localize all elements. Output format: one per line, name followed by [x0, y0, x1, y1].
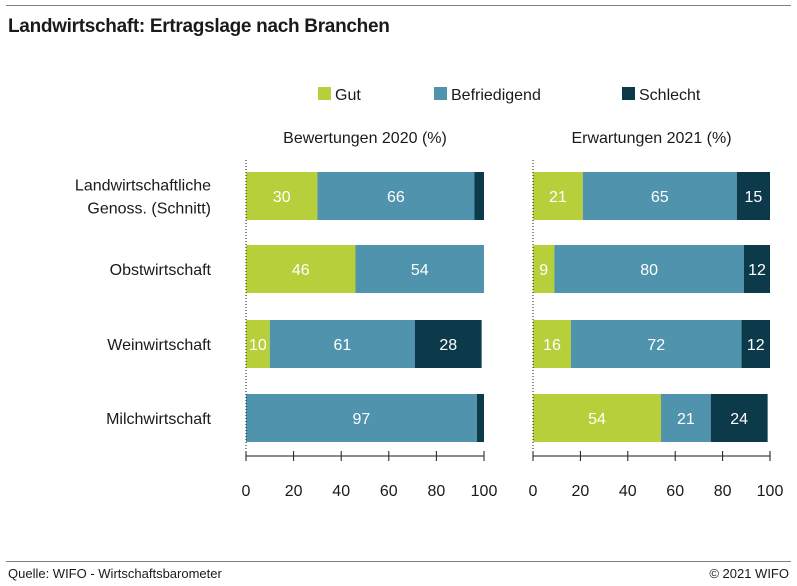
bar-segment — [533, 394, 661, 442]
x-tick-label: 0 — [529, 483, 538, 500]
data-label: 28 — [439, 337, 457, 354]
bar-segment — [269, 320, 415, 368]
data-label: 65 — [651, 189, 669, 206]
bar-segment — [570, 320, 742, 368]
data-label: 54 — [588, 411, 606, 428]
bar-segment — [476, 394, 484, 442]
bar-segment — [246, 320, 270, 368]
x-tick-label: 20 — [572, 483, 590, 500]
bar-segment — [736, 172, 770, 220]
copyright-note: © 2021 WIFO — [709, 566, 789, 581]
chart-title: Landwirtschaft: Ertragslage nach Branche… — [8, 16, 390, 37]
x-tick-label: 100 — [471, 483, 498, 500]
data-label: 24 — [730, 411, 748, 428]
data-label: 80 — [640, 262, 658, 279]
bar-segment — [474, 172, 484, 220]
bottom-rule — [6, 561, 791, 562]
data-label: 30 — [273, 189, 291, 206]
data-label: 16 — [543, 337, 561, 354]
x-tick-label: 60 — [666, 483, 684, 500]
data-label: 97 — [353, 411, 371, 428]
x-tick-label: 60 — [380, 483, 398, 500]
bar-segment — [533, 172, 583, 220]
bar-segment — [246, 245, 356, 293]
x-tick-label: 80 — [428, 483, 446, 500]
data-label: 12 — [747, 337, 765, 354]
data-label: 61 — [333, 337, 351, 354]
x-tick-label: 100 — [757, 483, 784, 500]
data-label: 10 — [249, 337, 267, 354]
bar-segment — [414, 320, 482, 368]
bar-segment — [710, 394, 768, 442]
data-label: 66 — [387, 189, 405, 206]
data-label: 72 — [647, 337, 665, 354]
legend-label-gut: Gut — [335, 87, 361, 104]
category-label: Landwirtschaftliche — [75, 178, 211, 195]
bar-segment — [533, 245, 555, 293]
data-label: 54 — [411, 262, 429, 279]
data-label: 15 — [745, 189, 763, 206]
bar-segment — [533, 320, 571, 368]
bar-segment — [741, 320, 770, 368]
legend-label-schlecht: Schlecht — [639, 87, 701, 104]
data-label: 9 — [539, 262, 548, 279]
bar-segment — [246, 394, 477, 442]
x-tick-label: 40 — [332, 483, 350, 500]
bar-segment — [554, 245, 744, 293]
data-label: 21 — [549, 189, 567, 206]
x-tick-label: 80 — [714, 483, 732, 500]
category-label: Obstwirtschaft — [110, 262, 212, 279]
top-rule — [6, 5, 791, 6]
source-note: Quelle: WIFO - Wirtschaftsbarometer — [8, 566, 222, 581]
panel-title: Bewertungen 2020 (%) — [283, 130, 447, 147]
bar-segment — [246, 172, 318, 220]
legend-swatch-gut — [318, 87, 331, 100]
legend-swatch-schlecht — [622, 87, 635, 100]
x-tick-label: 40 — [619, 483, 637, 500]
bar-segment — [355, 245, 484, 293]
category-label: Weinwirtschaft — [107, 337, 211, 354]
data-label: 21 — [677, 411, 695, 428]
legend-label-befriedigend: Befriedigend — [451, 87, 541, 104]
data-label: 12 — [748, 262, 766, 279]
category-label: Genoss. (Schnitt) — [87, 201, 211, 218]
panel-title: Erwartungen 2021 (%) — [571, 130, 731, 147]
data-label: 46 — [292, 262, 310, 279]
x-tick-label: 0 — [242, 483, 251, 500]
chart-area: Gut Befriedigend Schlecht Landwirtschaftlic… — [75, 87, 784, 500]
bar-segment — [317, 172, 475, 220]
x-tick-label: 20 — [285, 483, 303, 500]
category-label: Milchwirtschaft — [106, 411, 211, 428]
bar-segment — [582, 172, 737, 220]
legend-swatch-befriedigend — [434, 87, 447, 100]
bar-segment — [660, 394, 711, 442]
bar-segment — [743, 245, 770, 293]
